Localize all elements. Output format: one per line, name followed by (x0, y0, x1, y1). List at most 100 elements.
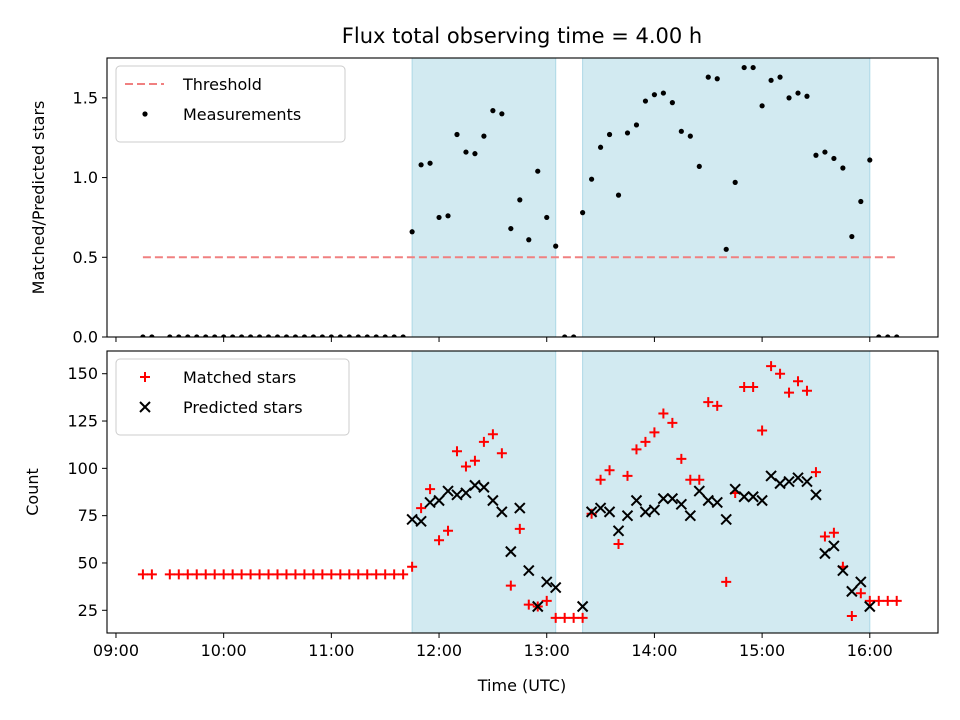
legend-box (115, 65, 346, 143)
y-tick-label: 0.0 (73, 328, 98, 347)
point-1-1-3 (433, 494, 445, 507)
point-1-1-27 (666, 492, 679, 505)
axes-frame (106, 57, 939, 338)
point-1-1-7 (469, 479, 481, 492)
point-1-1-25 (648, 504, 661, 516)
legend: Matched stars Predicted stars (115, 358, 350, 436)
point-0-0-52 (615, 192, 622, 198)
point-0-0-16 (292, 334, 299, 337)
series-x (406, 470, 876, 613)
point-0-0-18 (310, 334, 317, 337)
point-1-0-66 (739, 381, 750, 392)
point-0-0-25 (373, 334, 379, 337)
point-0-0-6 (203, 334, 209, 337)
point-1-0-73 (801, 385, 812, 396)
point-1-0-9 (227, 569, 238, 580)
point-0-0-81 (876, 334, 882, 337)
point-1-1-30 (693, 485, 705, 497)
point-0-0-9 (230, 334, 236, 337)
point-0-0-78 (849, 233, 855, 240)
point-1-1-9 (487, 494, 499, 507)
point-0-0-79 (858, 198, 864, 205)
point-0-0-67 (750, 64, 756, 71)
point-0-0-10 (239, 334, 245, 337)
point-1-0-74 (810, 467, 821, 478)
axes-frame (106, 350, 939, 634)
point-1-0-11 (245, 569, 256, 580)
point-1-1-11 (505, 545, 517, 558)
point-0-0-29 (409, 229, 415, 235)
point-0-0-23 (355, 334, 361, 337)
point-1-0-55 (640, 436, 651, 447)
point-0-0-21 (337, 334, 343, 337)
legend-box (115, 358, 350, 436)
point-1-1-19 (594, 502, 607, 514)
point-1-1-39 (774, 477, 786, 490)
point-1-0-80 (864, 595, 875, 606)
x-tick-label: 15:00 (739, 641, 785, 660)
point-0-0-43 (535, 168, 541, 174)
point-1-1-13 (523, 564, 535, 577)
point-0-0-66 (741, 64, 747, 71)
point-1-0-47 (568, 612, 579, 623)
point-0-0-69 (768, 77, 774, 83)
point-1-0-53 (622, 470, 633, 481)
point-1-1-28 (675, 498, 688, 511)
point-1-1-0 (406, 513, 418, 526)
point-1-0-1 (146, 569, 157, 580)
point-1-0-15 (281, 569, 292, 580)
y-tick-label: 100 (67, 459, 98, 478)
series-plus (137, 361, 902, 623)
legend: Threshold Measurements (115, 65, 346, 143)
point-0-0-62 (705, 74, 711, 80)
point-1-0-14 (272, 569, 283, 580)
point-1-0-30 (416, 503, 427, 514)
x-tick-label: 09:00 (93, 641, 139, 660)
bottom-panel: 25 50 75 100 125 150 09:00 10:00 11:00 12:00 13:00… (23, 350, 939, 660)
point-0-0-63 (714, 76, 720, 82)
point-1-0-71 (784, 387, 795, 398)
point-1-0-22 (344, 569, 355, 580)
point-0-0-1 (149, 334, 155, 337)
legend-marker (142, 111, 148, 117)
point-1-0-10 (236, 569, 247, 580)
observing-interval-1 (582, 351, 871, 633)
point-1-0-3 (173, 569, 184, 580)
point-1-0-29 (407, 561, 418, 572)
point-0-0-44 (544, 214, 550, 221)
y-tick-label: 1.0 (73, 168, 98, 187)
point-1-0-76 (828, 527, 839, 538)
point-1-1-1 (415, 515, 427, 528)
point-1-1-41 (792, 472, 804, 484)
point-1-1-22 (621, 509, 634, 522)
point-0-0-5 (194, 334, 200, 337)
point-1-1-48 (855, 576, 867, 588)
point-1-0-48 (577, 612, 588, 623)
y-tick-label: 150 (67, 364, 98, 383)
point-0-0-68 (759, 103, 765, 109)
point-1-0-33 (443, 525, 454, 536)
point-0-0-75 (822, 149, 828, 155)
point-1-0-5 (191, 569, 202, 580)
point-1-0-78 (846, 610, 857, 621)
point-0-0-60 (687, 133, 693, 139)
point-0-0-64 (723, 246, 729, 252)
point-0-0-19 (319, 334, 325, 337)
point-1-0-82 (882, 595, 893, 606)
point-1-1-35 (738, 491, 750, 503)
point-1-0-12 (254, 569, 265, 580)
point-0-0-28 (400, 334, 406, 337)
point-1-0-31 (425, 484, 436, 495)
point-0-0-36 (472, 151, 478, 157)
point-0-0-46 (562, 334, 568, 337)
point-1-0-24 (362, 569, 373, 580)
legend-marker (139, 401, 151, 413)
point-1-0-54 (631, 444, 642, 455)
point-0-0-27 (391, 334, 397, 337)
point-0-0-80 (867, 157, 873, 163)
point-1-0-17 (299, 569, 310, 580)
point-0-0-17 (301, 334, 308, 337)
point-1-0-41 (514, 523, 525, 534)
point-0-0-70 (777, 74, 783, 80)
